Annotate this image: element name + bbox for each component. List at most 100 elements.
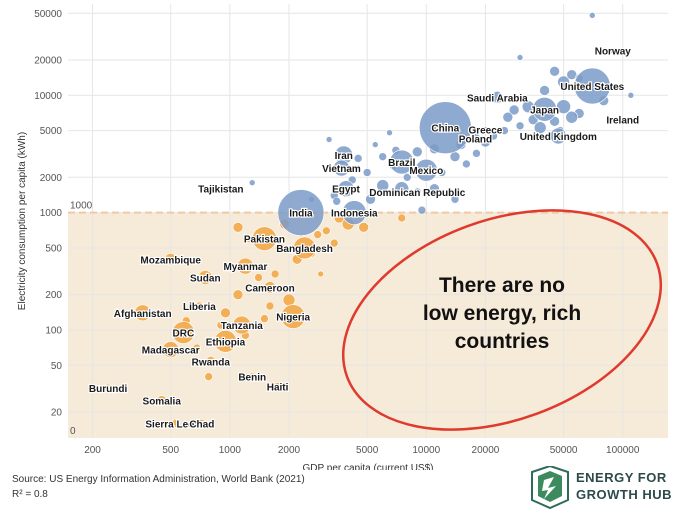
country-label: Greece <box>468 126 502 137</box>
country-label: Norway <box>595 47 632 58</box>
country-point <box>293 236 316 260</box>
country-point <box>413 187 422 197</box>
country-point <box>341 200 367 225</box>
x-tick-label: 200 <box>84 445 101 456</box>
country-point <box>265 301 275 311</box>
country-label: Ireland <box>606 116 639 127</box>
country-point <box>515 121 525 131</box>
country-point <box>197 419 207 428</box>
country-point <box>134 304 151 322</box>
country-point <box>412 146 423 158</box>
country-point <box>508 104 520 116</box>
country-point <box>358 221 369 233</box>
country-label: India <box>289 209 313 220</box>
country-point <box>247 372 257 381</box>
country-point <box>317 270 324 278</box>
country-label: Bangladesh <box>276 244 333 255</box>
country-label: Poland <box>459 134 492 145</box>
country-point <box>217 185 225 192</box>
logo-text-line1: ENERGY FOR <box>576 470 667 485</box>
country-point <box>480 136 491 148</box>
country-point <box>205 356 217 367</box>
y-tick-label: 20 <box>51 407 63 418</box>
country-label: United States <box>560 82 624 93</box>
country-label: Dominican Republic <box>369 188 466 199</box>
x-tick-label: 50000 <box>550 445 578 456</box>
country-point <box>397 213 407 223</box>
threshold-label: 1000 <box>70 201 93 212</box>
country-point <box>216 320 226 330</box>
country-point <box>162 341 180 358</box>
energy-for-growth-hub-logo <box>531 466 569 510</box>
annotation-text-line: countries <box>455 330 550 353</box>
country-label: Iran <box>335 151 353 162</box>
country-label: Sierra Leone <box>145 419 206 430</box>
country-label: Tajikistan <box>198 185 243 196</box>
country-point <box>371 141 379 148</box>
country-label: Cameroon <box>245 284 294 295</box>
country-point <box>533 121 547 134</box>
country-point <box>280 304 306 329</box>
country-point <box>500 126 509 135</box>
country-point <box>353 154 363 163</box>
country-point <box>329 238 339 248</box>
country-label: Afghanistan <box>114 309 172 320</box>
country-point <box>565 110 579 124</box>
country-point <box>156 395 168 406</box>
country-point <box>220 307 231 319</box>
country-point <box>282 293 296 307</box>
annotation-ellipse <box>341 209 663 431</box>
y-tick-label: 500 <box>45 243 62 254</box>
country-label: Mexico <box>409 166 443 177</box>
y-tick-label: 5000 <box>40 126 63 137</box>
country-point <box>171 419 180 428</box>
country-label: Pakistan <box>244 235 285 246</box>
country-point <box>378 152 388 161</box>
country-point <box>254 273 263 282</box>
country-label: Haiti <box>267 382 289 393</box>
country-label: DRC <box>173 329 195 340</box>
country-point <box>489 131 498 141</box>
country-point <box>472 149 481 158</box>
country-point <box>263 281 277 294</box>
country-label: Myanmar <box>223 262 267 273</box>
country-point <box>470 133 481 144</box>
country-label: Somalia <box>143 397 182 408</box>
country-label: Egypt <box>332 185 360 196</box>
country-point <box>362 168 372 177</box>
country-label: Indonesia <box>331 209 378 220</box>
country-point <box>556 99 571 114</box>
country-point <box>333 159 350 177</box>
y-tick-label: 1000 <box>40 208 63 219</box>
country-label: China <box>431 124 459 135</box>
y-tick-label: 50 <box>51 361 63 372</box>
country-point <box>516 54 524 61</box>
country-point <box>204 372 213 381</box>
y-tick-label: 2000 <box>40 173 63 184</box>
country-point <box>365 193 376 205</box>
country-point <box>394 181 410 196</box>
x-axis-title: GDP per capita (current US$) <box>303 463 434 470</box>
country-point <box>232 289 244 300</box>
country-point <box>337 180 355 197</box>
country-label: Mozambique <box>140 255 201 266</box>
y-tick-label: 10000 <box>34 91 62 102</box>
country-label: Sudan <box>190 273 221 284</box>
country-point <box>277 189 325 236</box>
x-tick-label: 1000 <box>219 445 242 456</box>
country-point <box>260 314 269 323</box>
country-label: Ethiopia <box>206 337 246 348</box>
country-label: Liberia <box>183 302 216 313</box>
country-point <box>539 85 550 96</box>
x-tick-label: 500 <box>162 445 179 456</box>
zero-label: 0 <box>70 426 76 437</box>
country-point <box>532 96 557 122</box>
country-point <box>557 75 570 89</box>
country-point <box>195 301 204 311</box>
country-point <box>550 127 567 145</box>
country-point <box>252 226 277 251</box>
country-label: Japan <box>530 105 559 116</box>
country-label: Brazil <box>388 158 415 169</box>
country-label: Benin <box>238 373 266 384</box>
